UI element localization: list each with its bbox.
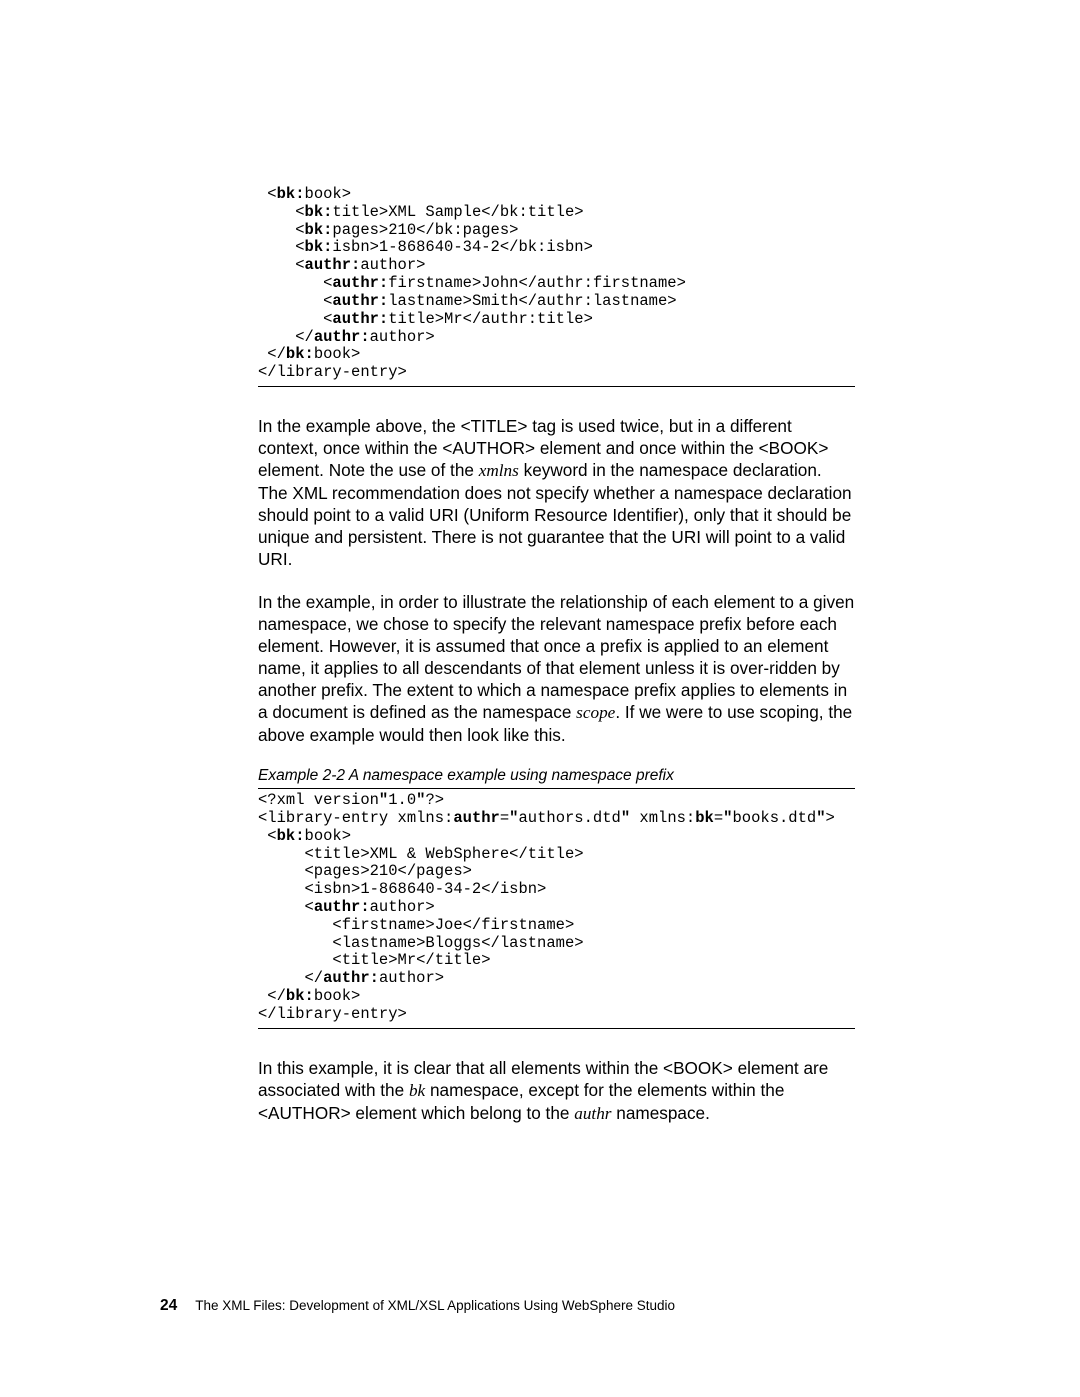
code-end-rule-2 bbox=[258, 1028, 855, 1029]
page-number: 24 bbox=[160, 1297, 177, 1314]
footer-title: The XML Files: Development of XML/XSL Ap… bbox=[195, 1298, 675, 1313]
footer: 24 The XML Files: Development of XML/XSL … bbox=[160, 1297, 675, 1315]
paragraph-3: In this example, it is clear that all el… bbox=[258, 1057, 855, 1125]
para2-italic: scope bbox=[576, 703, 615, 722]
para3-text-c: namespace. bbox=[611, 1103, 709, 1123]
para3-italic-1: bk bbox=[409, 1081, 425, 1100]
example-caption: Example 2-2 A namespace example using na… bbox=[258, 767, 855, 785]
para1-italic: xmlns bbox=[479, 461, 519, 480]
code-block-2: <?xml version"1.0"?> <library-entry xmln… bbox=[258, 792, 855, 1024]
para3-italic-2: authr bbox=[574, 1104, 611, 1123]
paragraph-1: In the example above, the <TITLE> tag is… bbox=[258, 415, 855, 570]
code-block-1: <bk:book> <bk:title>XML Sample</bk:title… bbox=[258, 186, 855, 382]
code-start-rule-2 bbox=[258, 788, 855, 789]
code-end-rule-1 bbox=[258, 386, 855, 387]
paragraph-2: In the example, in order to illustrate t… bbox=[258, 591, 855, 746]
